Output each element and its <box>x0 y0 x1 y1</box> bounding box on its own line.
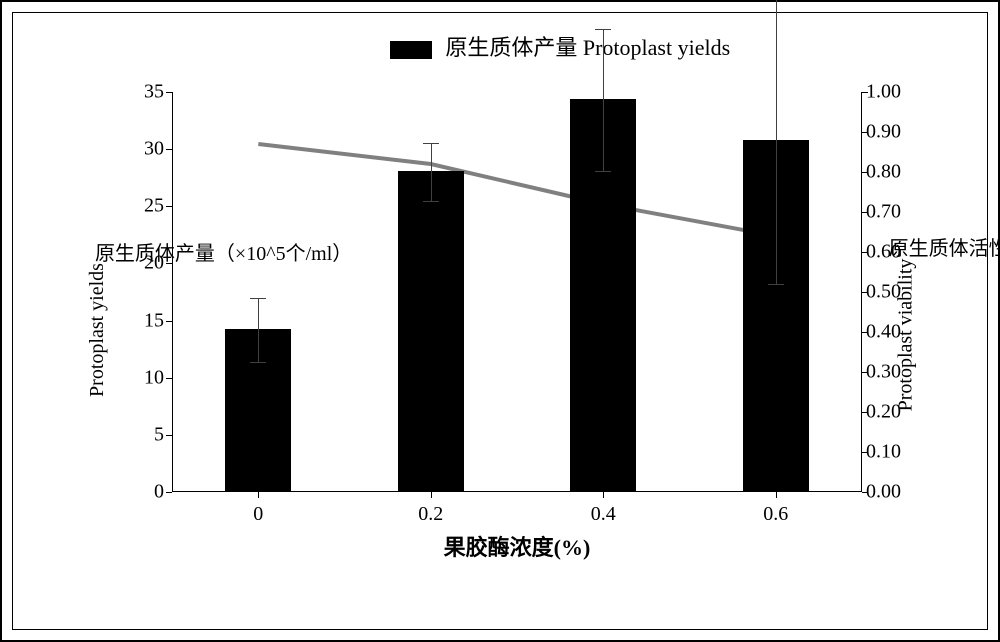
y-right-ticklabel: 0.50 <box>866 281 914 304</box>
y-left-ticklabel: 35 <box>124 81 164 104</box>
error-bar <box>776 0 777 284</box>
y-left-ticklabel: 30 <box>124 138 164 161</box>
y-right-ticklabel: 0.60 <box>866 241 914 264</box>
x-tick <box>603 492 604 498</box>
y-left-ticklabel: 25 <box>124 195 164 218</box>
error-cap-bottom <box>768 284 784 285</box>
chart-container: 原生质体产量 Protoplast yields 原生质体产量（×10^5个/m… <box>0 0 1000 642</box>
x-ticklabel: 0.4 <box>591 503 616 526</box>
error-cap-bottom <box>595 171 611 172</box>
plot-area: 原生质体产量（×10^5个/ml） Protoplast yields 原生质体… <box>172 92 862 492</box>
y-right-ticklabel: 0.30 <box>866 361 914 384</box>
y-left-tick <box>166 378 172 379</box>
x-tick <box>776 492 777 498</box>
error-cap-top <box>595 29 611 30</box>
error-bar <box>603 29 604 171</box>
legend: 原生质体产量 Protoplast yields <box>2 30 998 62</box>
x-tick <box>431 492 432 498</box>
error-cap-bottom <box>423 201 439 202</box>
y-right-ticklabel: 0.80 <box>866 161 914 184</box>
y-left-ticklabel: 10 <box>124 366 164 389</box>
y-right-ticklabel: 1.00 <box>866 81 914 104</box>
y-left-tick <box>166 92 172 93</box>
y-left-ticklabel: 15 <box>124 309 164 332</box>
y-right-ticklabel: 0.20 <box>866 401 914 424</box>
bar <box>398 171 464 491</box>
x-ticklabel: 0 <box>253 503 263 526</box>
error-cap-top <box>423 143 439 144</box>
y-right-ticklabel: 0.00 <box>866 481 914 504</box>
x-ticklabel: 0.2 <box>418 503 443 526</box>
x-axis-label: 果胶酶浓度(%) <box>444 530 591 562</box>
error-bar <box>258 298 259 362</box>
y-left-tick <box>166 149 172 150</box>
y-left-tick <box>166 492 172 493</box>
y-left-ticklabel: 5 <box>124 423 164 446</box>
y-left-label-en: Protoplast yields <box>84 263 110 397</box>
error-cap-bottom <box>250 362 266 363</box>
viability-line <box>258 144 776 236</box>
x-ticklabel: 0.6 <box>763 503 788 526</box>
y-left-tick <box>166 321 172 322</box>
legend-label: 原生质体产量 Protoplast yields <box>445 35 730 60</box>
error-cap-top <box>250 298 266 299</box>
y-left-ticklabel: 20 <box>124 252 164 275</box>
error-bar <box>431 143 432 200</box>
y-left-tick <box>166 263 172 264</box>
y-left-tick <box>166 435 172 436</box>
legend-swatch <box>390 41 432 59</box>
y-right-ticklabel: 0.10 <box>866 441 914 464</box>
y-left-tick <box>166 206 172 207</box>
y-left-ticklabel: 0 <box>124 481 164 504</box>
y-right-ticklabel: 0.70 <box>866 201 914 224</box>
x-tick <box>258 492 259 498</box>
y-right-ticklabel: 0.90 <box>866 121 914 144</box>
y-right-ticklabel: 0.40 <box>866 321 914 344</box>
